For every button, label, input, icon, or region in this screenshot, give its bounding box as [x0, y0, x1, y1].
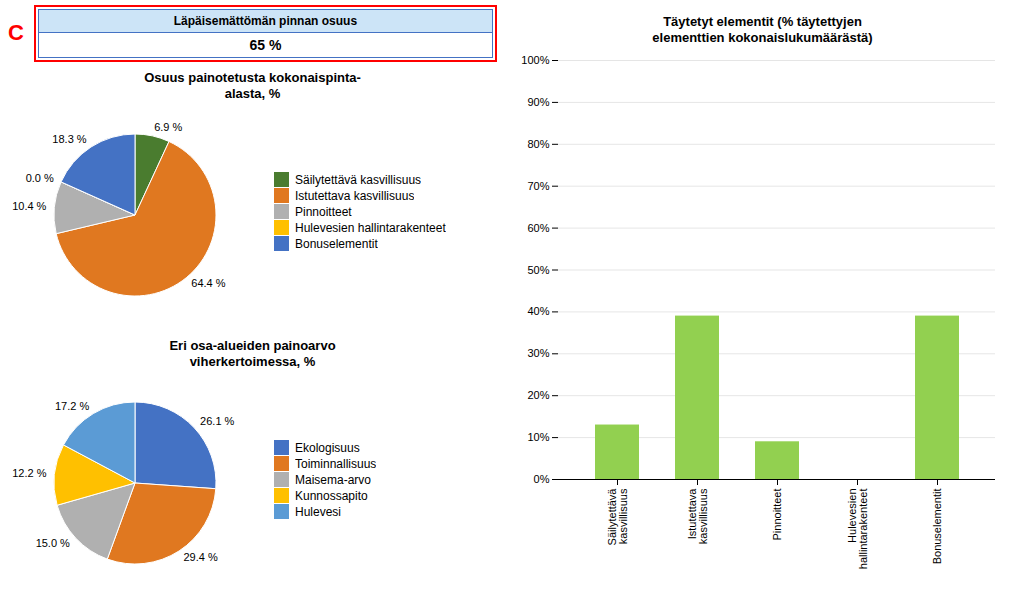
- svg-text:12.2 %: 12.2 %: [12, 467, 46, 479]
- svg-text:30%: 30%: [527, 347, 549, 359]
- html-text:Täytetyt elementit (% täytetty: Täytetyt elementit (% täytettyjen elemen…: [652, 14, 873, 45]
- svg-text:26.1 %: 26.1 %: [200, 415, 234, 427]
- svg-text:90%: 90%: [527, 96, 549, 108]
- svg-text:Säilytettäväkasvillisuus: Säilytettäväkasvillisuus: [606, 488, 629, 546]
- html-text:Pinnoitteet: Pinnoitteet: [295, 204, 352, 219]
- svg-text:Pinnoitteet: Pinnoitteet: [771, 489, 783, 541]
- html-text:Kunnossapito: Kunnossapito: [295, 488, 368, 503]
- html-text:Toiminnallisuus: Toiminnallisuus: [295, 456, 377, 471]
- svg-text:0.0 %: 0.0 %: [26, 172, 54, 184]
- svg-text:10.4 %: 10.4 %: [12, 200, 46, 212]
- html-text:Osuus painotetusta kokonaispin: Osuus painotetusta kokonaispinta- alasta…: [144, 70, 361, 101]
- svg-text:40%: 40%: [527, 305, 549, 317]
- svg-text:Hulevesienhallintarakenteet: Hulevesienhallintarakenteet: [846, 489, 869, 570]
- html-text:C: C: [8, 20, 24, 45]
- html-text:Säilytettävä kasvillisuus: Säilytettävä kasvillisuus: [295, 172, 422, 187]
- svg-text:20%: 20%: [527, 389, 549, 401]
- html-text:Läpäisemättömän pinnan osuus: Läpäisemättömän pinnan osuus: [173, 13, 358, 28]
- svg-text:0%: 0%: [534, 473, 550, 485]
- html-text:Eri osa-alueiden painoarvo vih: Eri osa-alueiden painoarvo viherkertoime…: [169, 338, 336, 369]
- svg-text:17.2 %: 17.2 %: [55, 400, 89, 412]
- svg-text:6.9 %: 6.9 %: [154, 121, 182, 133]
- html-text:Istutettava kasvillisuus: Istutettava kasvillisuus: [295, 188, 415, 203]
- html-text:Bonuselementit: Bonuselementit: [295, 236, 378, 251]
- svg-text:18.3 %: 18.3 %: [52, 133, 86, 145]
- svg-text:64.4 %: 64.4 %: [191, 277, 225, 289]
- html-text:Maisema-arvo: Maisema-arvo: [295, 472, 371, 487]
- svg-text:10%: 10%: [527, 431, 549, 443]
- svg-text:80%: 80%: [527, 138, 549, 150]
- html-text:Hulevesien hallintarakenteet: Hulevesien hallintarakenteet: [295, 220, 446, 235]
- svg-text:Bonuselementit: Bonuselementit: [931, 489, 943, 565]
- svg-text:29.4 %: 29.4 %: [183, 551, 217, 563]
- html-text:Hulevesi: Hulevesi: [295, 504, 341, 519]
- html-text:65 %: 65 %: [249, 36, 282, 53]
- svg-text:15.0 %: 15.0 %: [36, 537, 70, 549]
- svg-text:60%: 60%: [527, 222, 549, 234]
- svg-text:70%: 70%: [527, 180, 549, 192]
- svg-text:Istutettavakasvillisuus: Istutettavakasvillisuus: [686, 488, 709, 545]
- html-text:Ekologisuus: Ekologisuus: [295, 440, 360, 455]
- svg-text:100%: 100%: [521, 54, 549, 66]
- svg-text:50%: 50%: [527, 264, 549, 276]
